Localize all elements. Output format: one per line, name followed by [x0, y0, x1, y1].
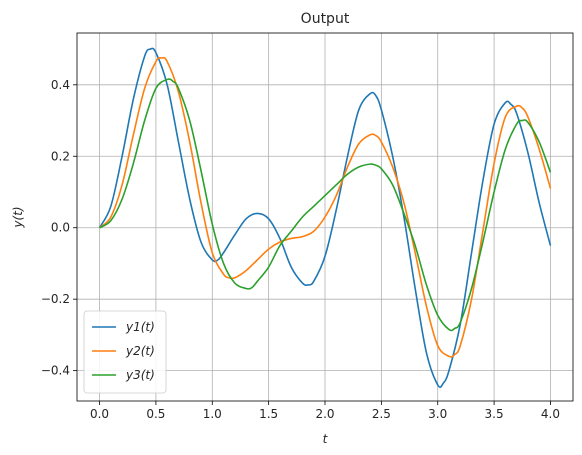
x-tick-label: 0.5 [146, 407, 165, 421]
x-tick-label: 2.0 [315, 407, 334, 421]
legend: y1(t) y2(t) y3(t) [83, 310, 167, 394]
legend-box [83, 310, 167, 394]
y-tick-label: 0.0 [51, 221, 70, 235]
legend-label-2: y2(t) [125, 344, 155, 358]
legend-label-1: y1(t) [125, 320, 155, 334]
y-tick-label: 0.2 [51, 149, 70, 163]
x-tick-label: 0.0 [90, 407, 109, 421]
series-lines [98, 47, 552, 389]
y-axis-ticks: −0.4 −0.2 0.0 0.2 0.4 [41, 78, 77, 378]
x-tick-label: 1.0 [203, 407, 222, 421]
x-axis-label: t [323, 432, 329, 446]
x-tick-label: 3.0 [428, 407, 447, 421]
y-tick-label: −0.2 [41, 292, 70, 306]
series-line-1 [98, 47, 552, 389]
x-axis-ticks: 0.0 0.5 1.0 1.5 2.0 2.5 3.0 3.5 4.0 [90, 401, 560, 421]
grid [77, 33, 573, 401]
x-tick-label: 1.5 [259, 407, 278, 421]
y-axis-label: y(t) [11, 206, 25, 228]
chart-title: Output [301, 11, 350, 27]
y-tick-label: 0.4 [51, 78, 70, 92]
x-tick-label: 2.5 [372, 407, 391, 421]
y-tick-label: −0.4 [41, 364, 70, 378]
legend-label-3: y3(t) [125, 368, 155, 382]
series-line-3 [99, 78, 552, 332]
x-tick-label: 4.0 [541, 407, 560, 421]
x-tick-label: 3.5 [485, 407, 504, 421]
